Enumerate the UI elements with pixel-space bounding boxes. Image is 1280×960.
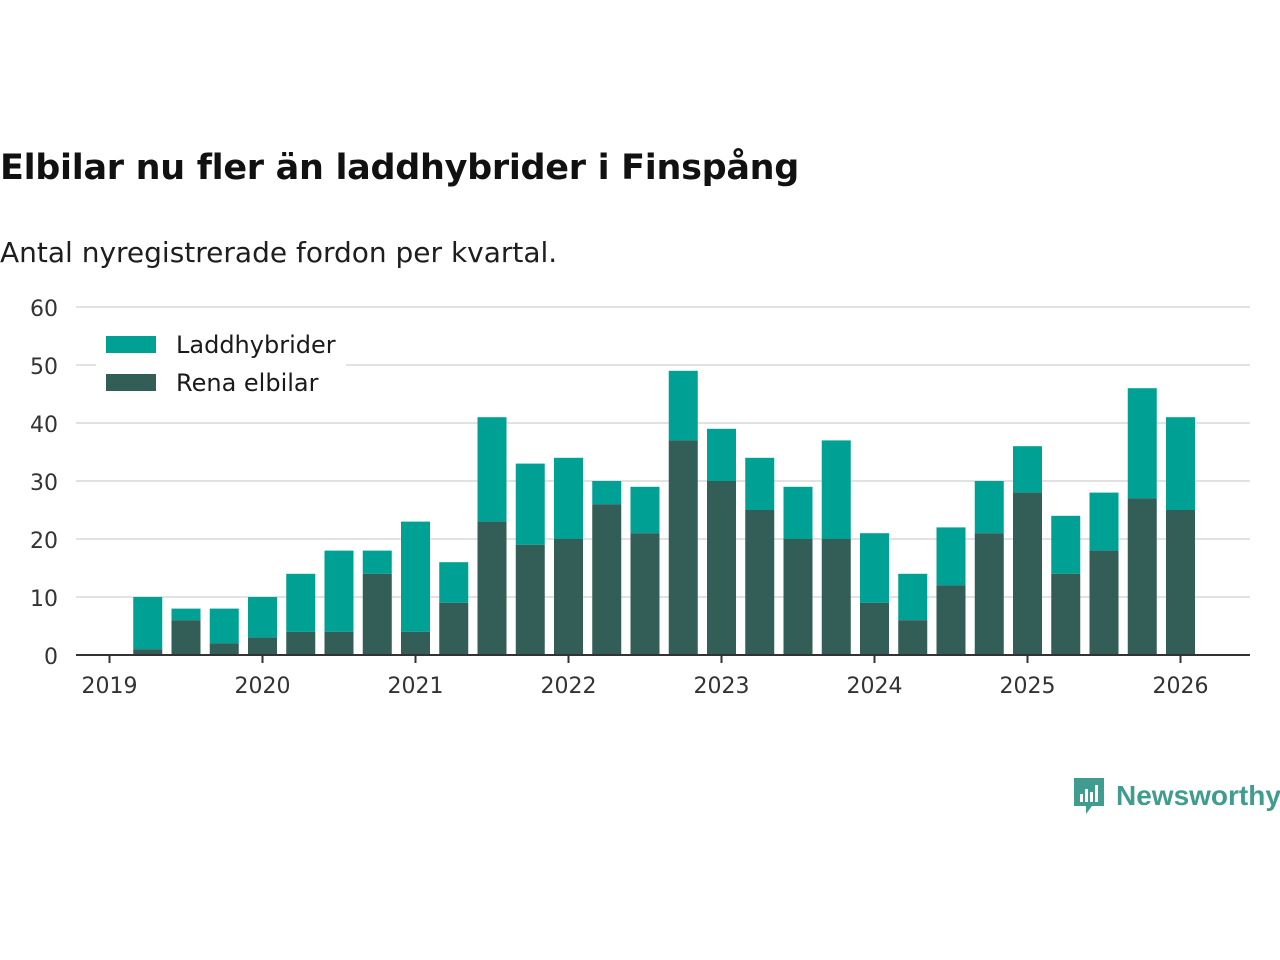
x-tick-label: 2020 <box>235 674 291 699</box>
x-tick-label: 2025 <box>1000 674 1056 699</box>
bar-laddhybrider <box>133 597 163 650</box>
bar-laddhybrider <box>554 457 583 539</box>
bar-laddhybrider <box>630 486 660 534</box>
bar-laddhybrider <box>668 370 698 441</box>
bar-laddhybrider <box>745 457 775 510</box>
bar-elbilar <box>362 573 392 655</box>
bars <box>133 370 1195 655</box>
y-tick-label: 20 <box>30 529 58 554</box>
bar-elbilar <box>209 643 239 655</box>
bar-elbilar <box>630 533 660 655</box>
legend-swatch-elbilar <box>106 374 156 391</box>
bar-elbilar <box>286 631 316 655</box>
y-tick-label: 0 <box>44 645 58 670</box>
bar-elbilar <box>1089 550 1119 655</box>
bar-laddhybrider <box>1051 515 1081 574</box>
bar-elbilar <box>133 649 163 655</box>
bar-laddhybrider <box>860 533 889 603</box>
bar-laddhybrider <box>821 440 851 539</box>
x-tick-label: 2024 <box>847 674 903 699</box>
bar-laddhybrider <box>477 417 507 522</box>
bar-laddhybrider <box>974 481 1004 534</box>
y-tick-label: 30 <box>30 471 58 496</box>
bar-laddhybrider <box>707 428 736 481</box>
bar-elbilar <box>592 504 622 655</box>
bar-laddhybrider <box>1127 388 1157 499</box>
bar-laddhybrider <box>1166 417 1195 510</box>
bar-elbilar <box>171 620 201 655</box>
bar-laddhybrider <box>286 573 316 632</box>
x-tick-label: 2021 <box>388 674 444 699</box>
x-tick-label: 2019 <box>82 674 138 699</box>
bar-elbilar <box>668 440 698 655</box>
x-tick-label: 2023 <box>694 674 750 699</box>
bar-laddhybrider <box>209 608 239 644</box>
y-axis-ticks: 0 10 20 30 40 50 60 <box>30 297 58 670</box>
bar-elbilar <box>439 602 469 655</box>
newsworthy-icon <box>1074 778 1104 814</box>
legend-label-laddhybrider: Laddhybrider <box>176 331 336 359</box>
bar-elbilar <box>1051 573 1081 655</box>
x-tick-label: 2022 <box>541 674 597 699</box>
bar-laddhybrider <box>362 550 392 574</box>
bar-elbilar <box>974 533 1004 655</box>
bar-laddhybrider <box>248 597 277 638</box>
bar-elbilar <box>477 521 507 655</box>
chart-title: Elbilar nu fler än laddhybrider i Finspå… <box>0 148 800 188</box>
bar-elbilar <box>745 510 775 655</box>
y-tick-label: 40 <box>30 413 58 438</box>
bar-elbilar <box>401 631 430 655</box>
legend: Laddhybrider Rena elbilar <box>96 326 346 410</box>
bar-laddhybrider <box>439 562 469 603</box>
legend-label-elbilar: Rena elbilar <box>176 369 319 397</box>
bar-elbilar <box>554 539 583 655</box>
x-axis: 2019 2020 2021 2022 2023 2024 2025 2026 <box>76 654 1250 699</box>
bar-laddhybrider <box>324 550 354 632</box>
bar-elbilar <box>707 481 736 655</box>
y-tick-label: 50 <box>30 355 58 380</box>
bar-laddhybrider <box>515 463 545 545</box>
bar-laddhybrider <box>171 608 201 621</box>
bar-laddhybrider <box>592 481 622 505</box>
bar-laddhybrider <box>1013 446 1042 493</box>
bar-laddhybrider <box>898 573 928 621</box>
bar-elbilar <box>248 637 277 655</box>
bar-elbilar <box>898 620 928 655</box>
bar-elbilar <box>1127 498 1157 655</box>
bar-elbilar <box>324 631 354 655</box>
newsworthy-logo: Newsworthy <box>1072 776 1280 816</box>
y-tick-label: 60 <box>30 297 58 322</box>
legend-swatch-laddhybrider <box>106 336 156 353</box>
bar-elbilar <box>783 539 813 655</box>
bar-laddhybrider <box>936 527 966 586</box>
bar-elbilar <box>821 539 851 655</box>
bar-laddhybrider <box>783 486 813 539</box>
bar-laddhybrider <box>1089 492 1119 551</box>
y-tick-label: 10 <box>30 587 58 612</box>
bar-laddhybrider <box>401 521 430 632</box>
x-tick-label: 2026 <box>1153 674 1209 699</box>
bar-elbilar <box>860 602 889 655</box>
bar-elbilar <box>936 585 966 655</box>
chart-subtitle: Antal nyregistrerade fordon per kvartal. <box>0 236 558 269</box>
bar-elbilar <box>1166 510 1195 655</box>
bar-elbilar <box>515 544 545 655</box>
bar-elbilar <box>1013 492 1042 655</box>
brand-name: Newsworthy <box>1116 780 1280 811</box>
